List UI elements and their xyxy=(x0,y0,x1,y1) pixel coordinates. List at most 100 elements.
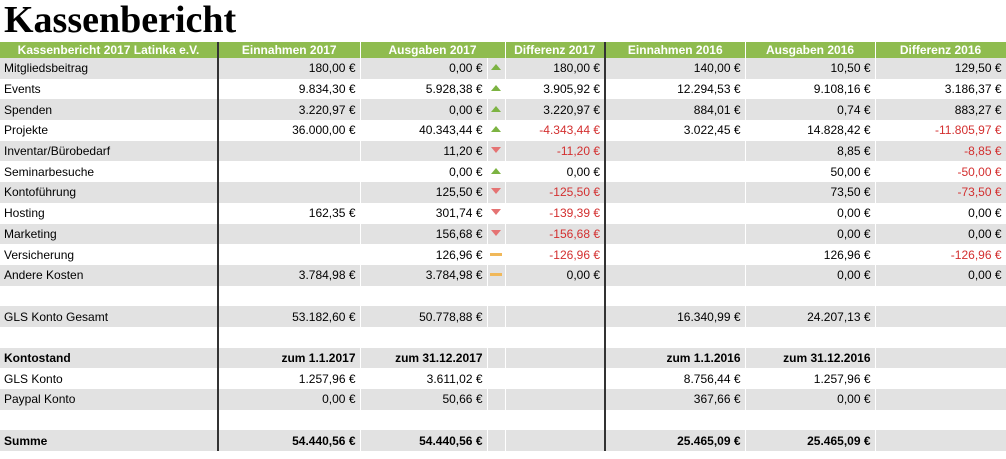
cell xyxy=(217,182,361,203)
cell: 884,01 € xyxy=(604,99,746,121)
cell: 8.756,44 € xyxy=(604,368,746,389)
header-cell: Ausgaben 2017 xyxy=(360,42,506,58)
header-cell: Einnahmen 2016 xyxy=(604,42,746,58)
trend-down xyxy=(491,147,501,154)
header-row: Kassenbericht 2017 Latinka e.V. Einnahmen… xyxy=(0,42,1006,58)
trend-down xyxy=(491,229,501,236)
cell xyxy=(875,285,1006,307)
trend-icon xyxy=(487,409,506,431)
row-label: Versicherung xyxy=(0,244,219,265)
cell: zum 31.12.2016 xyxy=(745,347,876,369)
cell: 0,00 € xyxy=(745,202,876,224)
cell xyxy=(360,285,488,307)
cell: 1.257,96 € xyxy=(217,368,361,389)
cell: 140,00 € xyxy=(604,58,746,79)
table-row: Marketing 156,68 € -156,68 € 0,00 €0,00 € xyxy=(0,223,1006,245)
cell: 5.928,38 € xyxy=(360,78,488,100)
cell: 3.905,92 € xyxy=(505,78,606,100)
cell: 12.294,53 € xyxy=(604,78,746,100)
cell: 3.186,37 € xyxy=(875,78,1006,100)
trend-icon xyxy=(487,99,506,121)
cell: 50,66 € xyxy=(360,389,488,410)
trend-icon xyxy=(487,78,506,100)
cell: 3.220,97 € xyxy=(505,99,606,121)
table-row xyxy=(0,285,1006,307)
cell xyxy=(604,326,746,348)
cell: -126,96 € xyxy=(505,244,606,265)
cell: 125,50 € xyxy=(360,182,488,203)
header-cell: Einnahmen 2017 xyxy=(217,42,361,58)
cell xyxy=(604,285,746,307)
trend-icon xyxy=(487,202,506,224)
trend-icon xyxy=(487,223,506,245)
cell xyxy=(505,326,606,348)
header-cell: Differenz 2016 xyxy=(875,42,1006,58)
header-cell: Differenz 2017 xyxy=(505,42,606,58)
cell: 180,00 € xyxy=(217,58,361,79)
cell: 3.022,45 € xyxy=(604,120,746,141)
row-label xyxy=(0,326,219,348)
row-label: Projekte xyxy=(0,120,219,141)
title: Kassenbericht xyxy=(4,0,237,41)
table-row: GLS Konto 1.257,96 €3.611,02 €8.756,44 €1… xyxy=(0,368,1006,389)
cell: zum 31.12.2017 xyxy=(360,347,488,369)
table-row xyxy=(0,409,1006,431)
cell: -139,39 € xyxy=(505,202,606,224)
trend-icon xyxy=(487,347,506,369)
cell: -125,50 € xyxy=(505,182,606,203)
cell xyxy=(217,409,361,431)
row-label: Seminarbesuche xyxy=(0,161,219,183)
cell xyxy=(604,202,746,224)
trend-icon xyxy=(487,244,506,265)
row-label: Kontoführung xyxy=(0,182,219,203)
cell: 0,00 € xyxy=(745,264,876,286)
cell: 25.465,09 € xyxy=(604,430,746,452)
cell: 50,00 € xyxy=(745,161,876,183)
row-label: Hosting xyxy=(0,202,219,224)
cell xyxy=(875,347,1006,369)
trend-flat xyxy=(490,252,502,256)
cell xyxy=(604,244,746,265)
cell: 0,00 € xyxy=(360,58,488,79)
cell: 0,00 € xyxy=(745,389,876,410)
cell xyxy=(745,285,876,307)
cell: 0,74 € xyxy=(745,99,876,121)
cell: -126,96 € xyxy=(875,244,1006,265)
cell: 301,74 € xyxy=(360,202,488,224)
cell: -11,20 € xyxy=(505,140,606,162)
row-label: Kontostand xyxy=(0,347,219,369)
cell: 9.108,16 € xyxy=(745,78,876,100)
cell xyxy=(505,409,606,431)
cell: 180,00 € xyxy=(505,58,606,79)
cell: 53.182,60 € xyxy=(217,306,361,327)
cell: 0,00 € xyxy=(875,264,1006,286)
trend-icon xyxy=(487,285,506,307)
cell: -50,00 € xyxy=(875,161,1006,183)
cell: 126,96 € xyxy=(360,244,488,265)
cell xyxy=(505,306,606,327)
cell xyxy=(604,161,746,183)
cell xyxy=(875,389,1006,410)
cell: 3.611,02 € xyxy=(360,368,488,389)
cell xyxy=(505,389,606,410)
table-row: Mitgliedsbeitrag 180,00 €0,00 €180,00 €14… xyxy=(0,58,1006,79)
cell: -4.343,44 € xyxy=(505,120,606,141)
cell xyxy=(745,409,876,431)
row-label: Mitgliedsbeitrag xyxy=(0,58,219,79)
cell: 54.440,56 € xyxy=(360,430,488,452)
cell: zum 1.1.2017 xyxy=(217,347,361,369)
trend-icon xyxy=(487,140,506,162)
trend-flat xyxy=(490,273,502,277)
cell: 10,50 € xyxy=(745,58,876,79)
cell: 0,00 € xyxy=(505,161,606,183)
row-label: GLS Konto xyxy=(0,368,219,389)
cell: 11,20 € xyxy=(360,140,488,162)
cell xyxy=(604,264,746,286)
cell: 0,00 € xyxy=(875,223,1006,245)
trend-icon xyxy=(487,306,506,327)
trend-icon xyxy=(487,368,506,389)
trend-down xyxy=(491,209,501,216)
row-label: Inventar/Bürobedarf xyxy=(0,140,219,162)
row-label: Andere Kosten xyxy=(0,264,219,286)
